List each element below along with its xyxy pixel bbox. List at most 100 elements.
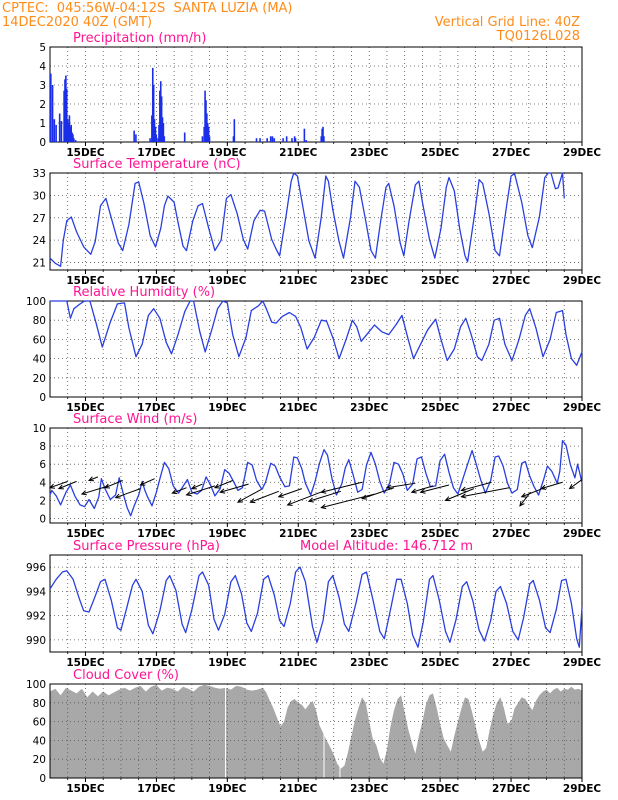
precip-xtick-7: 29DEC — [563, 147, 602, 159]
precip-ytick-4: 4 — [39, 61, 46, 73]
precip-bar-0 — [50, 73, 52, 142]
precip-bar-3 — [55, 124, 57, 142]
pressure-ytick-3: 996 — [26, 562, 46, 574]
wind-arrow-head — [410, 488, 417, 494]
wind-arrow-head — [307, 497, 314, 503]
precip-bar-36 — [183, 132, 186, 142]
precip-bar-4 — [58, 113, 61, 142]
wind-ytick-2: 4 — [39, 477, 46, 489]
temp-ytick-4: 33 — [33, 168, 46, 180]
wind-arrow-25 — [460, 487, 510, 499]
header-vertical-grid-line: Vertical Grid Line: 40Z — [434, 15, 580, 30]
precip-bar-31 — [159, 81, 162, 142]
precip-title: Precipitation (mm/h) — [73, 31, 206, 46]
wind-arrow-head — [87, 476, 95, 482]
temp-ytick-0: 21 — [33, 258, 46, 270]
precip-bar-44 — [208, 136, 211, 142]
cloud-ytick-2: 40 — [33, 735, 46, 747]
precip-bar-49 — [266, 138, 268, 142]
wind-arrow-shaft — [88, 476, 99, 481]
precip-bar-34 — [162, 123, 165, 142]
cloud-ytick-1: 20 — [33, 754, 46, 766]
precip-bar-9 — [65, 88, 68, 142]
precip-bar-27 — [155, 134, 158, 142]
precip-bar-20 — [135, 134, 137, 142]
precip-xtick-3: 21DEC — [279, 147, 318, 159]
wind-arrow-head — [385, 484, 392, 490]
wind-arrow-7 — [171, 487, 187, 495]
precip-xtick-0: 15DEC — [66, 147, 105, 159]
wind-arrow-head — [213, 483, 220, 489]
header-location: CPTEC: 045:56W-04:12S SANTA LUZIA (MA) — [2, 1, 293, 16]
wind-arrow-shaft — [250, 490, 279, 503]
precip-bar-7 — [64, 79, 66, 142]
precip-bar-32 — [160, 96, 163, 142]
precip-bar-8 — [65, 75, 67, 142]
precip-bar-10 — [66, 119, 69, 142]
precip-bar-12 — [68, 115, 71, 142]
precip-bar-11 — [67, 123, 70, 142]
wind-arrow-head — [460, 493, 467, 499]
precip-bar-16 — [72, 134, 74, 142]
precip-bar-40 — [205, 100, 207, 142]
wind-arrow-head — [139, 480, 146, 486]
temp-ytick-3: 30 — [33, 190, 46, 202]
precip-bar-45 — [232, 136, 235, 142]
precip-xtick-5: 25DEC — [421, 147, 460, 159]
wind-xtick-1: 17DEC — [137, 528, 176, 540]
wind-arrow-head — [249, 498, 256, 504]
wind-arrow-17 — [320, 481, 363, 494]
header-model-code: TQ0126L028 — [496, 29, 580, 44]
wind-arrow-head — [80, 490, 87, 496]
wind-arrow-4 — [103, 480, 123, 489]
precip-ytick-2: 2 — [39, 99, 46, 111]
wind-arrow-head — [540, 484, 547, 490]
wind-arrow-head — [48, 483, 56, 489]
wind-xtick-2: 19DEC — [208, 528, 247, 540]
precip-xtick-2: 19DEC — [208, 147, 247, 159]
wind-arrow-head — [57, 484, 64, 490]
precip-bar-25 — [153, 119, 156, 142]
pressure-xtick-4: 23DEC — [350, 657, 389, 669]
wind-arrow-11 — [219, 483, 249, 494]
precip-bar-53 — [282, 138, 284, 142]
wind-arrow-shaft — [411, 485, 434, 493]
cloud-xtick-3: 21DEC — [279, 783, 318, 795]
wind-arrow-16 — [307, 490, 341, 503]
precip-panel: Precipitation (mm/h) 0 1 2 3 4 5 15DEC 17DEC 19DE… — [39, 31, 601, 159]
precip-ytick-3: 3 — [39, 80, 46, 92]
temp-ytick-1: 24 — [33, 235, 47, 247]
temp-xtick-3: 21DEC — [279, 275, 318, 287]
wind-xtick-4: 23DEC — [350, 528, 389, 540]
wind-arrow-shaft — [115, 488, 141, 499]
rh-xtick-7: 29DEC — [563, 402, 602, 414]
wind-arrow-head — [568, 483, 575, 490]
precip-ytick-5: 5 — [39, 42, 46, 54]
wind-xtick-3: 21DEC — [279, 528, 318, 540]
wind-arrow-shaft — [321, 493, 375, 509]
precip-ytick-0: 0 — [39, 137, 46, 149]
header-datetime: 14DEC2020 40Z (GMT) — [2, 15, 153, 30]
wind-ytick-5: 10 — [33, 423, 46, 435]
wind-arrow-head — [236, 497, 243, 503]
precip-bar-62 — [322, 126, 324, 142]
wind-arrow-2 — [87, 476, 99, 482]
precip-bar-22 — [151, 115, 153, 142]
wind-arrow-shaft — [287, 490, 324, 506]
rh-ytick-4: 80 — [33, 315, 46, 327]
rh-xtick-2: 19DEC — [208, 402, 247, 414]
wind-arrow-shaft — [541, 481, 563, 490]
wind-ytick-0: 0 — [39, 513, 46, 525]
wind-arrow-21 — [410, 485, 434, 494]
wind-arrow-shaft — [361, 487, 395, 500]
rh-line — [50, 300, 583, 366]
precip-bar-54 — [285, 136, 288, 142]
pressure-ytick-0: 990 — [26, 635, 46, 647]
pressure-xtick-3: 21DEC — [279, 657, 318, 669]
temp-xtick-5: 25DEC — [421, 275, 460, 287]
precip-bar-38 — [203, 126, 205, 142]
wind-arrow-shaft — [386, 482, 416, 489]
wind-arrow-9 — [185, 485, 216, 497]
rh-xtick-6: 27DEC — [492, 402, 531, 414]
precip-bar-39 — [204, 90, 206, 142]
